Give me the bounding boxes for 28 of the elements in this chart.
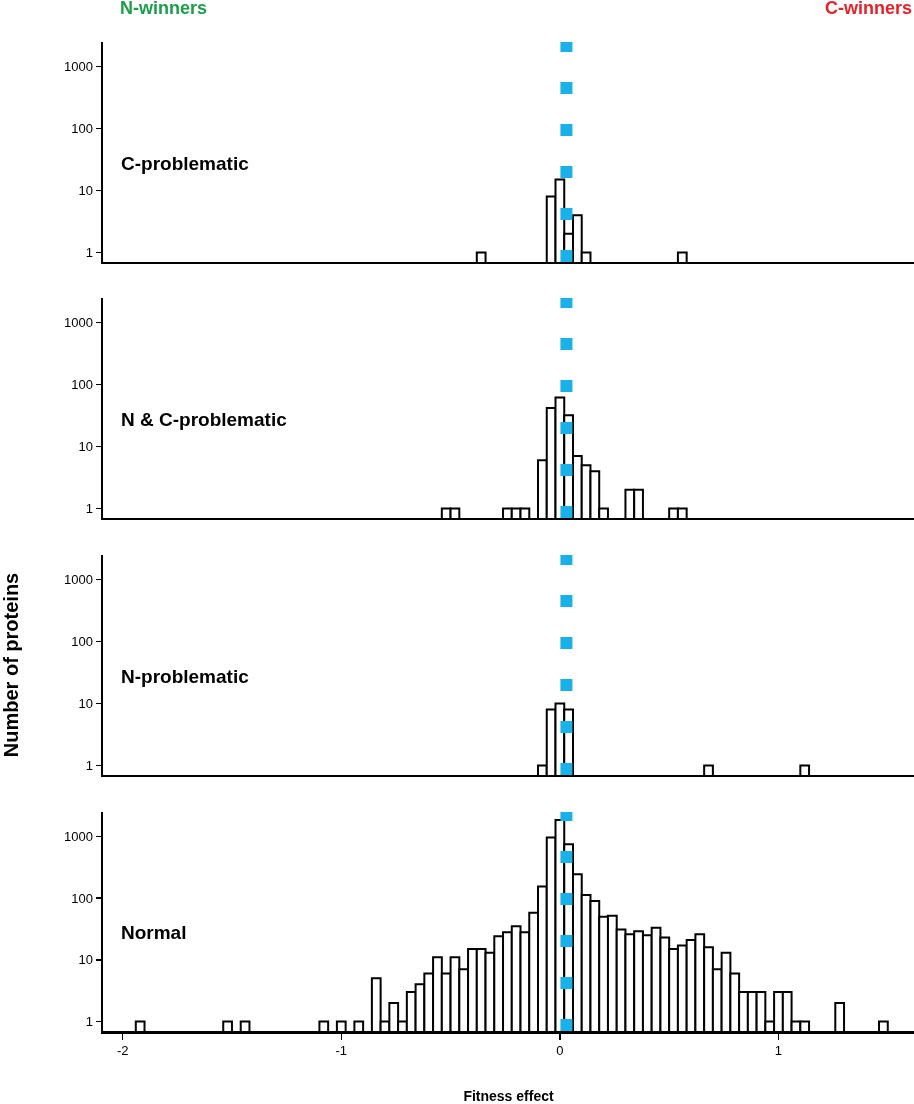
y-tick-label: 1000	[63, 572, 93, 588]
y-tick-label: 100	[71, 377, 93, 393]
y-tick-label: 1	[85, 757, 93, 773]
y-tick-label: 10	[78, 696, 93, 712]
y-tick-label: 10	[78, 183, 93, 199]
x-axis-title: Fitness effect	[463, 1088, 554, 1104]
y-tick-label: 1000	[63, 829, 93, 845]
y-axis-title: Number of proteins	[0, 572, 22, 758]
text: C-winners	[825, 0, 913, 18]
y-tick-label: 1	[85, 1014, 93, 1029]
text: Normal	[121, 922, 187, 943]
y-tick-label: 1000	[63, 315, 93, 331]
text: N-problematic	[121, 666, 250, 687]
x-tick-label: -2	[116, 1043, 129, 1059]
x-tick-label: 1	[774, 1043, 783, 1059]
y-tick-label: 1	[85, 244, 93, 260]
y-tick-label: 100	[71, 634, 93, 650]
y-tick-label: 1	[85, 500, 93, 516]
y-tick-label: 10	[78, 439, 93, 455]
y-tick-label: 1000	[63, 59, 93, 75]
text: N-winners	[120, 0, 208, 18]
x-tick-label: 0	[556, 1043, 564, 1059]
text: N & C-problematic	[121, 409, 288, 430]
text: C-problematic	[121, 153, 250, 174]
y-tick-label: 10	[78, 952, 93, 968]
y-tick-label: 100	[71, 890, 93, 906]
x-tick-label: -1	[335, 1043, 348, 1059]
y-tick-label: 100	[71, 121, 93, 137]
